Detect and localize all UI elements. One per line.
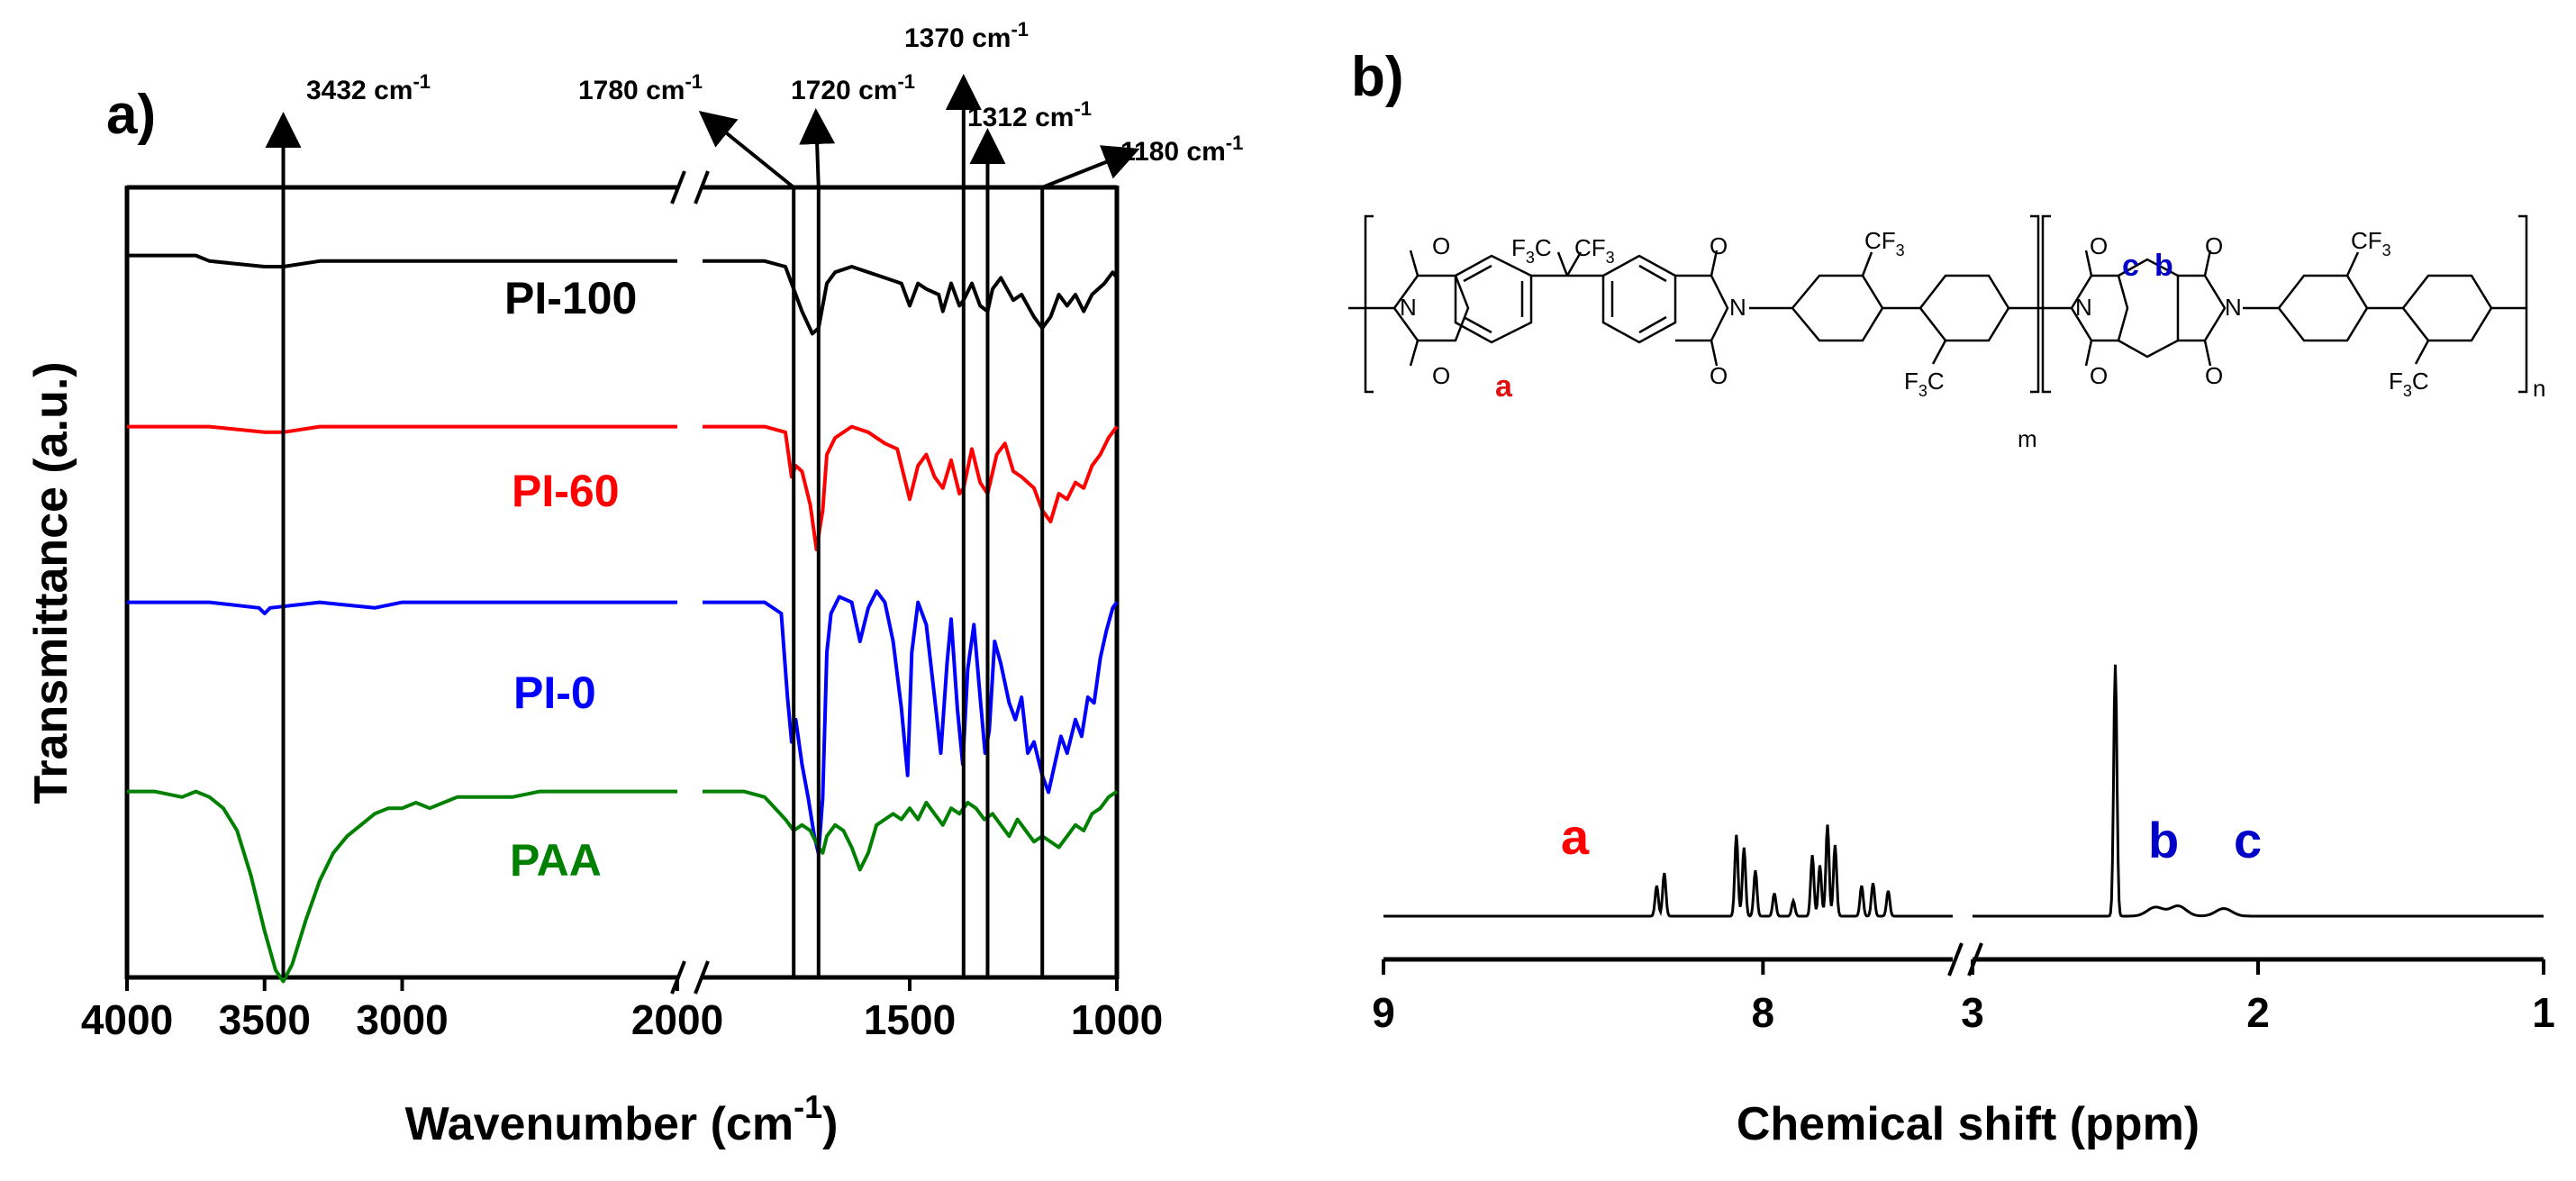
spectra-a: [127, 253, 1119, 984]
svg-text:F3C: F3C: [2389, 368, 2429, 400]
imide-2: [1675, 274, 1729, 342]
svg-text:O: O: [2090, 232, 2108, 259]
reference-label-1180: 1180 cm-1: [1120, 132, 1243, 167]
bracket-m-right: [2030, 214, 2040, 394]
svg-text:n: n: [2533, 375, 2545, 402]
series-label-pi0: PI-0: [513, 668, 596, 718]
svg-text:O: O: [2205, 232, 2223, 259]
svg-text:F3C: F3C: [1511, 234, 1552, 267]
svg-text:CF3: CF3: [2351, 227, 2391, 259]
biphenyl-3: [2277, 274, 2369, 342]
spectrum-line-paa: [703, 789, 1119, 872]
spectrum-line-pi-100: [127, 253, 677, 268]
imide-4: [2178, 274, 2227, 342]
axis-break-top: [670, 170, 710, 204]
reference-label-1370: 1370 cm-1: [904, 18, 1029, 53]
benzene-2: [1601, 254, 1677, 344]
svg-text:O: O: [1432, 232, 1450, 259]
x-tick-label-b: 9: [1372, 989, 1395, 1036]
nmr-line-left: [1383, 824, 1953, 918]
spectrum-line-pi-60: [703, 424, 1119, 551]
chemical-structure: [1348, 214, 2528, 394]
x-tick-label-b: 1: [2532, 989, 2555, 1036]
series-label-paa: PAA: [510, 835, 602, 886]
peak-label-a: a: [1561, 808, 1590, 865]
series-paa: [127, 789, 1119, 984]
reference-line-3432: 3432 cm-1: [265, 70, 431, 977]
svg-text:N: N: [1400, 294, 1417, 321]
svg-text:N: N: [2075, 294, 2092, 321]
svg-text:a: a: [1495, 369, 1513, 404]
series-label-pi60: PI-60: [512, 466, 620, 516]
benzene-1: [1454, 254, 1533, 344]
reference-label-1720: 1720 cm-1: [791, 70, 915, 105]
structure-labels: N O O F3C CF3 O O N CF3 F3C m N O O O O …: [1400, 227, 2545, 452]
svg-text:m: m: [2018, 425, 2037, 452]
peak-label-c: c: [2234, 812, 2262, 868]
reference-lines: 3432 cm-1 1780 cm-1 1720 cm-1 1370 cm-1 1312…: [265, 18, 1243, 977]
reference-line-1780: 1780 cm-1: [578, 70, 796, 977]
panel-a-label: a): [106, 84, 156, 146]
x-tick-label-b: 2: [2246, 989, 2270, 1036]
svg-text:O: O: [2205, 362, 2223, 389]
x-tick-label-b: 8: [1752, 989, 1775, 1036]
reference-line-1180: 1180 cm-1: [1040, 132, 1243, 977]
spectrum-line-pi-60: [127, 424, 677, 434]
bracket-n-left: [2041, 214, 2051, 394]
series-pi-100: [127, 253, 1119, 336]
svg-text:O: O: [1710, 232, 1728, 259]
x-tick-label-b: 3: [1961, 989, 1984, 1036]
x-ticks-b: 9 8 3 2 1: [1372, 959, 2555, 1036]
x-tick-label-a: 3500: [219, 996, 311, 1043]
svg-text:N: N: [1729, 294, 1746, 321]
x-tick-label-a: 4000: [81, 996, 173, 1043]
biphenyl-1: [1791, 274, 1884, 342]
spectrum-line-pi-0: [127, 600, 677, 615]
panel-b-label: b): [1351, 46, 1404, 108]
spectrum-line-paa: [127, 789, 677, 984]
ftir-panel: a) 4000 3500 3000 2000 1500 1000 PI-100 PI-60…: [25, 18, 1243, 1150]
x-axis-title-a: Wavenumber (cm-1): [405, 1088, 839, 1150]
x-ticks-a: 4000 3500 3000 2000 1500 1000: [81, 977, 1163, 1043]
reference-line-1720: 1720 cm-1: [791, 70, 915, 977]
svg-text:CF3: CF3: [1864, 227, 1905, 259]
svg-text:c: c: [2122, 249, 2139, 283]
reference-label-1312: 1312 cm-1: [967, 97, 1092, 132]
x-tick-label-a: 1500: [864, 996, 956, 1043]
reference-line-1312: 1312 cm-1: [967, 97, 1092, 977]
imide-1: [1392, 250, 1470, 367]
svg-text:F3C: F3C: [1904, 368, 1945, 400]
y-axis-title-a: Transmittance (a.u.): [25, 361, 77, 804]
peak-label-b: b: [2148, 812, 2179, 868]
x-tick-label-a: 1000: [1071, 996, 1163, 1043]
series-pi-0: [127, 589, 1119, 856]
svg-text:b: b: [2154, 249, 2173, 283]
svg-text:O: O: [1710, 362, 1728, 389]
x-tick-label-a: 3000: [356, 996, 448, 1043]
svg-text:O: O: [1432, 362, 1450, 389]
x-axis-title-b: Chemical shift (ppm): [1737, 1098, 2200, 1150]
reference-label-1780: 1780 cm-1: [578, 70, 703, 105]
biphenyl-4: [2401, 274, 2493, 342]
reference-line-1370: 1370 cm-1: [904, 18, 1029, 977]
nmr-spectrum: [1383, 664, 2544, 918]
nmr-line-right: [1973, 664, 2544, 918]
series-pi-60: [127, 424, 1119, 551]
svg-text:O: O: [2090, 362, 2108, 389]
series-label-pi100: PI-100: [504, 273, 637, 323]
cyclohexane: [2118, 258, 2180, 359]
spectrum-line-pi-100: [703, 259, 1119, 336]
bracket-n-right: [2518, 214, 2528, 394]
bracket-m-left: [1364, 214, 1374, 394]
x-tick-label-a: 2000: [631, 996, 723, 1043]
spectrum-line-pi-0: [703, 589, 1119, 856]
reference-label-3432: 3432 cm-1: [306, 70, 431, 105]
svg-text:N: N: [2225, 294, 2242, 321]
nmr-panel: b): [1348, 46, 2555, 1150]
biphenyl-2: [1918, 274, 2010, 342]
axis-break-b: [1947, 942, 1983, 977]
svg-text:CF3: CF3: [1574, 234, 1615, 267]
